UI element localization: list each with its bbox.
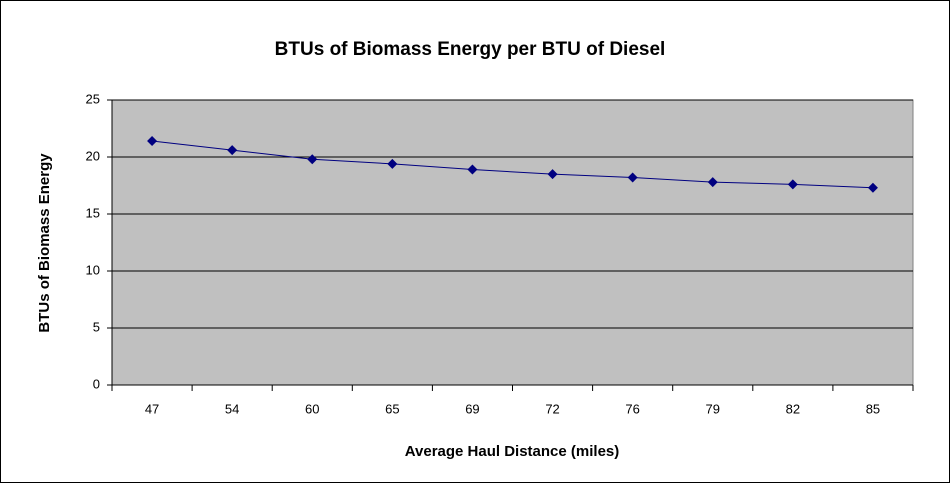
data-line: [151, 140, 873, 189]
y-tick-label: 20: [86, 148, 100, 163]
x-axis-title: Average Haul Distance (miles): [405, 443, 620, 460]
data-marker: [627, 172, 638, 183]
x-tick-label: 65: [385, 401, 399, 416]
x-tick-label: 47: [145, 401, 159, 416]
x-tick-label: 69: [465, 401, 479, 416]
data-marker: [707, 177, 718, 188]
chart-title: BTUs of Biomass Energy per BTU of Diesel: [275, 39, 666, 60]
y-tick-label: 0: [93, 376, 100, 391]
y-tick-label: 5: [93, 319, 100, 334]
x-tick-label: 82: [786, 401, 800, 416]
y-tick-label: 15: [86, 205, 100, 220]
y-tick-label: 25: [86, 91, 100, 106]
x-tick-label: 60: [305, 401, 319, 416]
data-marker: [787, 179, 798, 190]
data-marker: [147, 136, 158, 147]
x-tick-label: 85: [866, 401, 880, 416]
data-marker: [307, 154, 318, 165]
x-tick-label: 54: [225, 401, 239, 416]
x-tick-label: 72: [545, 401, 559, 416]
plot-area: [111, 99, 914, 386]
data-marker: [467, 164, 478, 175]
data-marker: [227, 145, 238, 156]
x-tick-label: 79: [706, 401, 720, 416]
data-marker: [547, 169, 558, 180]
data-marker: [867, 182, 878, 193]
y-tick-label: 10: [86, 262, 100, 277]
y-axis-title: BTUs of Biomass Energy: [36, 153, 53, 333]
data-marker: [387, 158, 398, 169]
x-tick-label: 76: [625, 401, 639, 416]
